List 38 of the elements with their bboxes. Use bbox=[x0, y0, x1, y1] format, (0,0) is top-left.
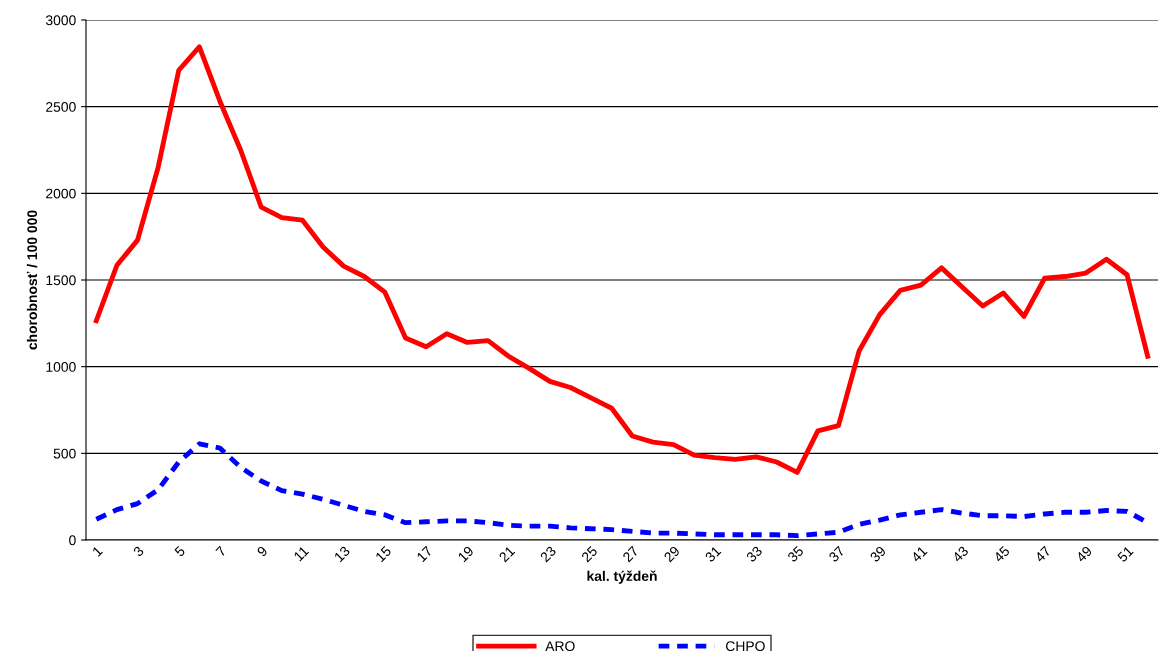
x-tick-label: 17 bbox=[416, 545, 433, 563]
x-tick-label: 39 bbox=[869, 545, 887, 563]
x-tick-label: 19 bbox=[457, 545, 475, 563]
y-tick-label: 1500 bbox=[46, 275, 76, 286]
x-tick-label: 49 bbox=[1075, 545, 1093, 563]
x-tick-label: 35 bbox=[786, 545, 805, 563]
legend-label: ARO bbox=[545, 641, 575, 651]
x-tick-label: 51 bbox=[1116, 545, 1134, 563]
x-tick-label: 3 bbox=[132, 545, 145, 558]
x-tick-label: 9 bbox=[256, 545, 268, 558]
x-tick-label: 41 bbox=[910, 545, 928, 563]
x-tick-label: 31 bbox=[704, 545, 722, 563]
x-tick-label: 5 bbox=[174, 545, 186, 558]
y-axis-title: chorobnosť / 100 000 bbox=[26, 210, 38, 350]
x-tick-label: 43 bbox=[951, 545, 969, 563]
x-tick-label: 13 bbox=[333, 545, 351, 563]
x-tick-label: 7 bbox=[215, 545, 227, 557]
y-tick-label: 3000 bbox=[45, 15, 76, 26]
legend-label: CHPO bbox=[726, 641, 765, 651]
x-tick-label: 25 bbox=[580, 545, 598, 563]
x-axis-title: kal. týždeň bbox=[587, 570, 657, 584]
y-tick-label: 1000 bbox=[46, 362, 76, 372]
x-tick-label: 29 bbox=[663, 545, 681, 563]
x-tick-label: 15 bbox=[375, 545, 392, 563]
x-tick-label: 21 bbox=[498, 545, 516, 563]
y-tick-label: 500 bbox=[53, 448, 76, 459]
x-tick-label: 23 bbox=[539, 545, 557, 563]
y-tick-label: 0 bbox=[69, 535, 76, 546]
x-tick-label: 11 bbox=[293, 545, 310, 562]
x-tick-label: 33 bbox=[745, 545, 763, 563]
y-tick-label: 2000 bbox=[46, 188, 76, 199]
x-tick-label: 37 bbox=[828, 545, 846, 563]
x-tick-label: 47 bbox=[1034, 545, 1052, 563]
x-tick-label: 45 bbox=[993, 545, 1011, 563]
x-tick-label: 1 bbox=[91, 545, 103, 557]
y-tick-label: 2500 bbox=[46, 102, 76, 112]
x-tick-label: 27 bbox=[622, 545, 639, 563]
line-series bbox=[93, 44, 1151, 475]
